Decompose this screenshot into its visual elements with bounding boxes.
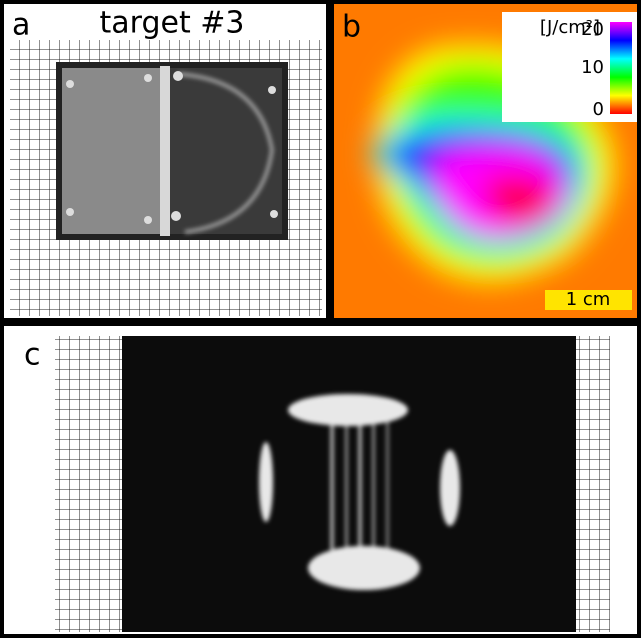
panel-c: c xyxy=(4,326,637,634)
colorbar xyxy=(610,22,632,114)
panel-label: b xyxy=(342,10,361,45)
colorbar-tick-label: 10 xyxy=(581,57,604,78)
figure: a target #3 [J/cm²] 20100 1 cm b xyxy=(0,0,641,638)
panel-title: target #3 xyxy=(100,6,245,41)
scale-bar-label: 1 cm xyxy=(566,289,611,310)
target-edge xyxy=(160,66,170,236)
colorbar-tick-label: 0 xyxy=(593,99,604,120)
colorbar-tick-label: 20 xyxy=(581,19,604,40)
target-right xyxy=(170,68,282,234)
target-left xyxy=(62,68,160,234)
panel-label: c xyxy=(24,338,41,373)
panel-a: a target #3 xyxy=(4,4,326,318)
panel-label: a xyxy=(12,8,30,43)
